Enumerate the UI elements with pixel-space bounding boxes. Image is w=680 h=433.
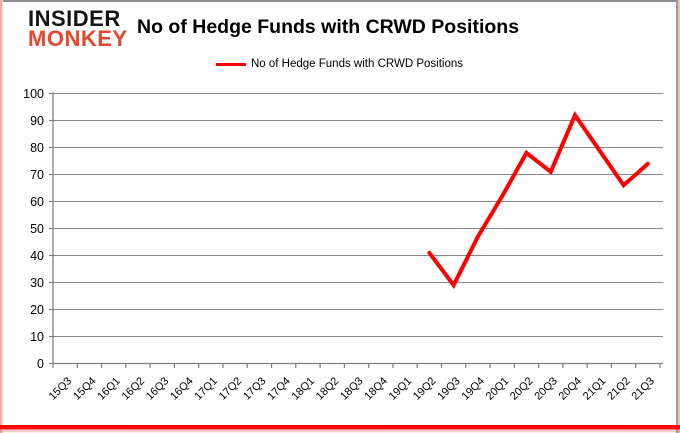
x-tick-label: 21Q3 <box>629 375 657 403</box>
y-tick-label: 70 <box>30 168 44 182</box>
frame-border-bottom <box>0 425 680 433</box>
x-tick-label: 18Q4 <box>362 375 390 403</box>
y-tick-label: 0 <box>37 357 44 371</box>
x-tick-label: 20Q4 <box>557 375 585 403</box>
y-tick-label: 20 <box>30 303 44 317</box>
x-tick-label: 18Q3 <box>338 375 366 403</box>
x-tick-label: 19Q3 <box>435 375 463 403</box>
insider-monkey-logo: INSIDER MONKEY <box>28 6 128 52</box>
chart-title: No of Hedge Funds with CRWD Positions <box>137 16 520 38</box>
x-tick-label: 16Q2 <box>120 375 148 403</box>
x-tick-label: 18Q1 <box>290 375 318 403</box>
legend: No of Hedge Funds with CRWD Positions <box>216 58 463 70</box>
data-line <box>427 110 650 289</box>
x-tick-label: 19Q4 <box>459 375 487 403</box>
x-tick-label: 17Q4 <box>265 375 293 403</box>
frame-border-top <box>0 0 680 2</box>
x-tick-label: 20Q1 <box>484 375 512 403</box>
x-tick-label: 19Q2 <box>411 375 439 403</box>
x-tick-label: 17Q1 <box>192 375 220 403</box>
logo-text-insider: INSIDER <box>28 6 121 31</box>
x-tick-label: 20Q3 <box>532 375 560 403</box>
x-tick-label: 20Q2 <box>508 375 536 403</box>
x-tick-label: 16Q3 <box>144 375 172 403</box>
legend-label: No of Hedge Funds with CRWD Positions <box>251 58 463 70</box>
x-tick-label: 15Q4 <box>71 375 99 403</box>
x-tick-label: 16Q4 <box>168 375 196 403</box>
y-tick-label: 100 <box>23 87 44 101</box>
x-tick-label: 17Q3 <box>241 375 269 403</box>
x-tick-label: 17Q2 <box>217 375 245 403</box>
x-tick-label: 19Q1 <box>387 375 415 403</box>
y-tick-label: 60 <box>30 195 44 209</box>
y-tick-label: 90 <box>30 114 44 128</box>
y-tick-label: 50 <box>30 222 44 236</box>
y-tick-label: 80 <box>30 141 44 155</box>
x-tick-label: 21Q1 <box>581 375 609 403</box>
frame-border-right <box>676 0 680 433</box>
x-tick-label: 21Q2 <box>605 375 633 403</box>
x-tick-label: 18Q2 <box>314 375 342 403</box>
logo-text-monkey: MONKEY <box>28 26 128 52</box>
x-tick-label: 16Q1 <box>95 375 123 403</box>
y-tick-label: 30 <box>30 276 44 290</box>
x-tick-label: 15Q3 <box>47 375 75 403</box>
frame-border-left <box>0 0 3 433</box>
y-tick-label: 40 <box>30 249 44 263</box>
legend-line-swatch <box>216 62 246 66</box>
y-tick-label: 10 <box>30 330 44 344</box>
